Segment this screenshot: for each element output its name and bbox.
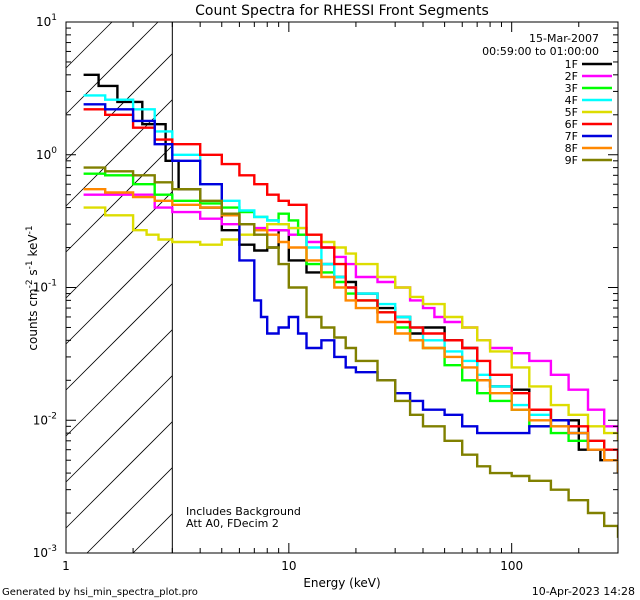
hatch-line [65,53,173,161]
series-8F [83,188,618,474]
y-tick-label: 101 [36,13,57,29]
x-axis: 1 10 100 [62,22,619,573]
y-tick-label: 100 [36,146,57,162]
x-tick-label: 100 [500,559,523,573]
annotation: Includes Background Att A0, FDecim 2 [186,505,301,530]
chart-title: Count Spectra for RHESSI Front Segments [195,3,489,19]
hatch-line [132,513,173,554]
hatch-line [65,283,173,391]
hatch-line [65,21,159,115]
legend-label-5F: 5F [565,106,578,119]
series-3F [83,172,618,474]
x-tick-label: 10 [281,559,296,573]
x-tick-label: 1 [62,559,70,573]
y-axis: 10-3 10-2 10-1 100 101 [33,13,618,560]
series-1F [83,73,618,474]
legend-label-7F: 7F [565,130,578,143]
annotation-attenuator: Att A0, FDecim 2 [186,517,279,530]
legend-date: 15-Mar-2007 [529,32,599,45]
series-layer [83,73,618,538]
series-4F [83,94,618,461]
footer-timestamp: 10-Apr-2023 14:28 [532,585,635,598]
legend-label-4F: 4F [565,94,578,107]
series-5F [83,206,618,441]
y-axis-label: counts cm-2 s-1 keV-1 [25,225,40,350]
hatch-line [65,375,173,483]
legend: 15-Mar-2007 00:59:00 to 01:00:00 1F2F3F4… [482,32,612,167]
series-2F [83,193,618,441]
x-axis-label: Energy (keV) [303,576,380,590]
legend-label-6F: 6F [565,118,578,131]
annotation-background: Includes Background [186,505,301,518]
hatch-line [65,21,113,69]
series-6F [83,108,618,461]
shaded-region [65,21,173,554]
legend-label-2F: 2F [565,70,578,83]
series-7F [83,103,618,474]
legend-label-1F: 1F [565,58,578,71]
hatch-line [65,329,173,437]
legend-label-9F: 9F [565,154,578,167]
y-tick-label: 10-1 [33,279,57,295]
series-9F [83,166,618,538]
y-tick-label: 10-2 [33,411,57,427]
hatch-line [65,421,173,529]
footer-generated-by: Generated by hsi_min_spectra_plot.pro [2,587,198,598]
hatch-line [86,467,173,554]
hatch-line [65,237,173,345]
y-tick-label: 10-3 [33,544,57,560]
hatch-line [65,191,173,299]
hatch-line [65,145,173,253]
legend-label-8F: 8F [565,142,578,155]
legend-label-3F: 3F [565,82,578,95]
legend-time-range: 00:59:00 to 01:00:00 [482,45,599,58]
